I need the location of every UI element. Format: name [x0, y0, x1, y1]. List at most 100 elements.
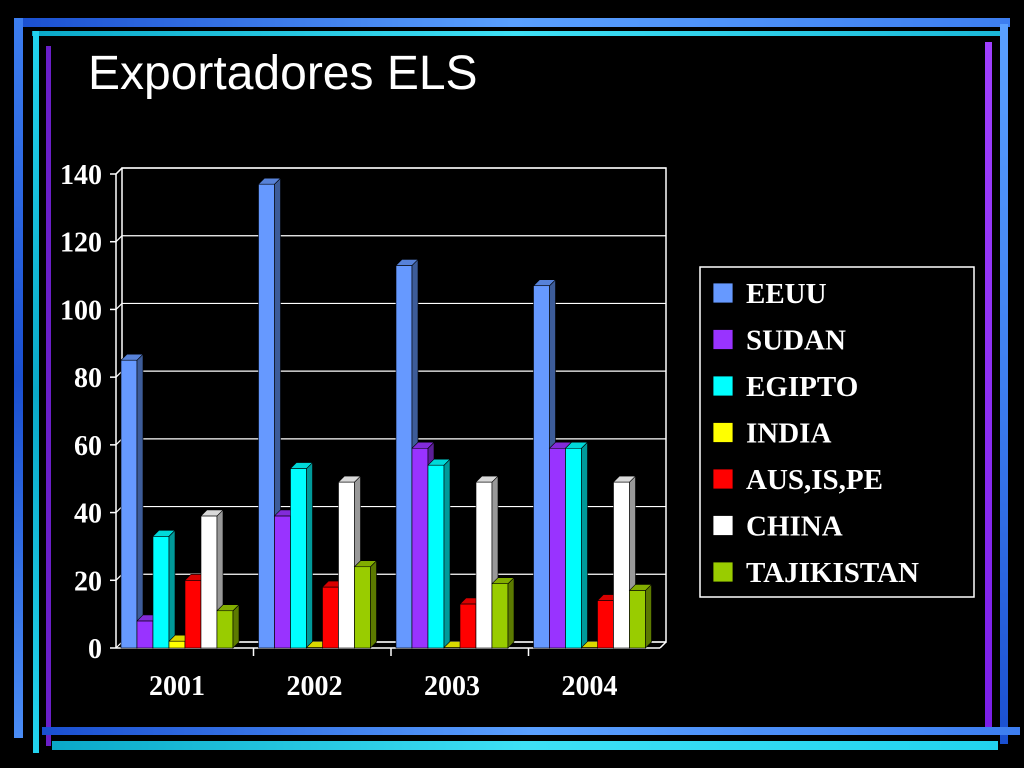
bar-top — [532, 279, 557, 287]
bar-top — [289, 462, 314, 469]
y-tick-label: 140 — [60, 160, 102, 191]
legend-item: EGIPTO — [712, 371, 858, 403]
legend-swatch — [712, 422, 734, 443]
bar-front — [533, 285, 550, 649]
bar-front — [200, 515, 218, 649]
legend-swatch — [712, 282, 734, 304]
bar — [628, 583, 653, 649]
frame-bottom-cyan — [52, 741, 998, 750]
bar-front — [274, 515, 291, 649]
bar-front — [395, 265, 413, 649]
legend-label: EGIPTO — [746, 371, 858, 403]
legend-label: INDIA — [746, 418, 831, 450]
floor-edge — [659, 641, 667, 649]
bar-front — [354, 566, 371, 649]
y-tick-label: 60 — [74, 431, 102, 462]
bar-side — [507, 576, 515, 649]
bar-side — [232, 604, 240, 649]
bar-side — [136, 353, 144, 649]
y-tick-label: 80 — [74, 363, 102, 394]
bar-front — [475, 481, 493, 649]
legend-swatch — [712, 468, 734, 490]
bar-top — [337, 475, 362, 483]
bar-side — [581, 441, 588, 649]
y-tick-label: 20 — [74, 566, 102, 597]
bar-top — [628, 584, 653, 591]
bar-front — [136, 620, 154, 649]
bar-front — [152, 535, 170, 649]
bar-top — [491, 577, 515, 584]
legend-label: SUDAN — [746, 325, 846, 357]
legend-label: CHINA — [746, 511, 843, 543]
bar — [564, 441, 589, 649]
bar-front — [565, 447, 582, 649]
frame-top-blue — [14, 18, 1010, 27]
bar — [289, 461, 314, 649]
gridline-edge — [115, 167, 123, 175]
bar-side — [443, 458, 451, 649]
legend-swatch — [712, 375, 734, 397]
bar-top — [200, 509, 224, 517]
legend-swatch — [712, 515, 734, 536]
bar-front — [258, 183, 275, 649]
legend-item: SUDAN — [712, 325, 846, 357]
bar-top — [395, 259, 419, 266]
bar-top — [216, 604, 240, 612]
legend-item: EEUU — [712, 278, 827, 310]
legend-item: INDIA — [712, 418, 831, 450]
slide-title: Exportadores ELS — [88, 47, 478, 100]
frame-right-blue — [1000, 24, 1008, 744]
legend-item: TAJIKISTAN — [712, 557, 919, 589]
frame-left-cyan — [33, 31, 39, 753]
gridline-edge — [115, 303, 123, 310]
x-tick-label: 2004 — [562, 671, 618, 702]
bar-top — [475, 475, 499, 483]
bar — [491, 576, 515, 649]
bar — [427, 458, 451, 649]
bar-front — [427, 464, 445, 649]
bar-front — [216, 610, 234, 649]
frame-left-purple — [46, 46, 51, 746]
bar-top — [612, 475, 637, 483]
bar-top — [120, 353, 144, 361]
bar-front — [629, 590, 646, 649]
bar-top — [411, 441, 435, 449]
gridline-edge — [115, 235, 123, 243]
frame-left-blue — [14, 18, 23, 738]
legend-label: AUS,IS,PE — [746, 464, 883, 496]
bar-front — [322, 586, 339, 649]
bar-top — [427, 458, 451, 466]
legend-box — [699, 266, 975, 598]
y-tick-label: 100 — [60, 295, 102, 326]
legend-swatch — [712, 561, 734, 583]
y-tick-label: 40 — [74, 499, 102, 530]
x-tick-label: 2001 — [149, 671, 205, 702]
legend-item: CHINA — [712, 511, 843, 543]
frame-bottom-blue — [42, 727, 1020, 735]
frame-top-cyan — [32, 31, 1000, 36]
bar-side — [370, 560, 377, 649]
bar-top — [564, 441, 589, 449]
x-tick-label: 2002 — [287, 671, 343, 702]
bar-front — [411, 447, 429, 649]
bar-front — [168, 640, 186, 649]
bar-front — [597, 600, 614, 649]
bar-front — [613, 481, 630, 649]
bar-top — [152, 529, 176, 537]
bar-side — [645, 583, 652, 649]
bar-front — [491, 583, 509, 649]
bar-front — [184, 579, 202, 649]
bar — [216, 604, 240, 649]
legend-label: EEUU — [746, 278, 827, 310]
bar-front — [549, 447, 566, 649]
x-tick-label: 2003 — [424, 671, 480, 702]
bar-top — [257, 177, 282, 185]
y-tick-label: 0 — [88, 634, 102, 665]
bar-front — [459, 603, 477, 649]
frame-right-purple — [985, 42, 992, 732]
bar-side — [168, 529, 176, 649]
bar — [353, 560, 378, 649]
bar-front — [290, 468, 307, 649]
y-tick-label: 120 — [60, 228, 102, 259]
bar-front — [120, 359, 138, 649]
